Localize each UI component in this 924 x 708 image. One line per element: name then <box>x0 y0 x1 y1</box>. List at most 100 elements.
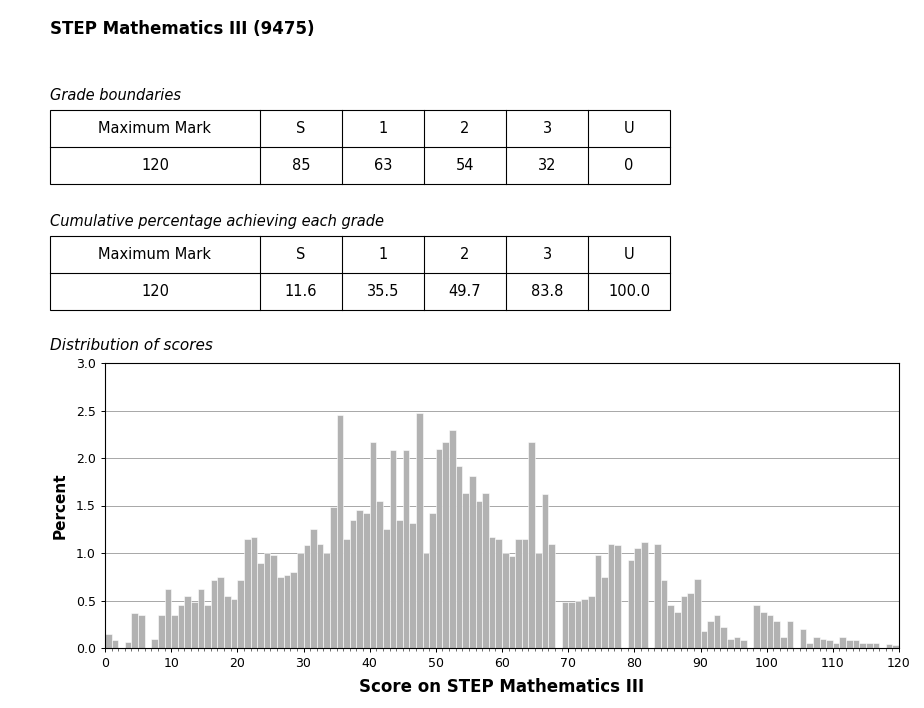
Bar <box>336 416 343 648</box>
Bar <box>495 539 502 648</box>
Bar <box>502 553 508 648</box>
Bar <box>317 544 323 648</box>
Bar <box>225 595 231 648</box>
Bar <box>125 642 131 648</box>
Bar <box>263 553 271 648</box>
Bar <box>185 595 191 648</box>
Bar <box>422 553 430 648</box>
Bar <box>846 641 853 648</box>
Bar <box>217 577 225 648</box>
Bar <box>707 622 713 648</box>
Bar <box>661 580 667 648</box>
Text: 2: 2 <box>460 247 469 262</box>
Bar <box>853 641 859 648</box>
Bar <box>529 442 535 648</box>
Bar <box>562 603 568 648</box>
Text: Maximum Mark: Maximum Mark <box>99 247 212 262</box>
Text: 32: 32 <box>538 158 556 173</box>
Text: Cumulative percentage achieving each grade: Cumulative percentage achieving each gra… <box>50 214 384 229</box>
Bar <box>866 644 872 648</box>
Bar <box>614 545 621 648</box>
Bar <box>681 595 687 648</box>
Bar <box>522 539 529 648</box>
Bar <box>138 615 145 648</box>
Bar <box>839 636 846 648</box>
Bar <box>112 641 118 648</box>
Bar <box>105 634 112 648</box>
Text: Maximum Mark: Maximum Mark <box>99 121 212 136</box>
Bar <box>257 562 263 648</box>
Text: 11.6: 11.6 <box>285 284 317 299</box>
Text: 3: 3 <box>542 121 552 136</box>
Bar <box>820 639 826 648</box>
Bar <box>654 544 661 648</box>
Bar <box>357 510 363 648</box>
Bar <box>297 553 303 648</box>
Bar <box>476 501 482 648</box>
Bar <box>581 598 588 648</box>
Bar <box>535 553 541 648</box>
Bar <box>443 442 449 648</box>
Bar <box>893 645 899 648</box>
Text: S: S <box>297 247 306 262</box>
Text: Distribution of scores: Distribution of scores <box>50 338 213 353</box>
Bar <box>516 539 522 648</box>
Text: 49.7: 49.7 <box>449 284 481 299</box>
Bar <box>131 613 138 648</box>
Bar <box>482 493 489 648</box>
Bar <box>158 615 164 648</box>
Text: S: S <box>297 121 306 136</box>
Text: 35.5: 35.5 <box>367 284 399 299</box>
Bar <box>575 600 581 648</box>
Bar <box>635 548 641 648</box>
Bar <box>271 555 277 648</box>
Bar <box>727 639 734 648</box>
Text: 120: 120 <box>141 284 169 299</box>
Bar <box>767 615 773 648</box>
Bar <box>833 644 839 648</box>
Bar <box>277 577 284 648</box>
Bar <box>753 605 760 648</box>
Bar <box>734 636 740 648</box>
Bar <box>588 595 595 648</box>
Text: U: U <box>624 121 634 136</box>
Bar <box>468 476 476 648</box>
Text: STEP Mathematics III (9475): STEP Mathematics III (9475) <box>50 20 314 38</box>
Bar <box>694 578 700 648</box>
X-axis label: Score on STEP Mathematics III: Score on STEP Mathematics III <box>359 678 645 697</box>
Bar <box>773 622 780 648</box>
Bar <box>152 639 158 648</box>
Bar <box>687 593 694 648</box>
Bar <box>760 612 767 648</box>
Bar <box>284 575 290 648</box>
Bar <box>568 603 575 648</box>
Text: 54: 54 <box>456 158 474 173</box>
Bar <box>872 644 879 648</box>
Bar <box>191 603 198 648</box>
Bar <box>310 530 317 648</box>
Bar <box>171 615 177 648</box>
Bar <box>489 537 495 648</box>
Y-axis label: Percent: Percent <box>53 472 67 539</box>
Bar <box>396 520 403 648</box>
Bar <box>548 544 555 648</box>
Bar <box>383 530 390 648</box>
Bar <box>886 644 893 648</box>
Text: 63: 63 <box>374 158 392 173</box>
Bar <box>204 605 211 648</box>
Text: Grade boundaries: Grade boundaries <box>50 88 181 103</box>
Bar <box>303 545 310 648</box>
Bar <box>462 493 468 648</box>
Bar <box>211 580 217 648</box>
Bar <box>250 537 257 648</box>
Bar <box>641 542 648 648</box>
Bar <box>350 520 357 648</box>
Bar <box>290 572 297 648</box>
Bar <box>376 501 383 648</box>
Bar <box>800 629 807 648</box>
Bar <box>541 494 548 648</box>
Bar <box>177 605 185 648</box>
Bar <box>323 553 330 648</box>
Bar <box>231 598 237 648</box>
Bar <box>237 580 244 648</box>
